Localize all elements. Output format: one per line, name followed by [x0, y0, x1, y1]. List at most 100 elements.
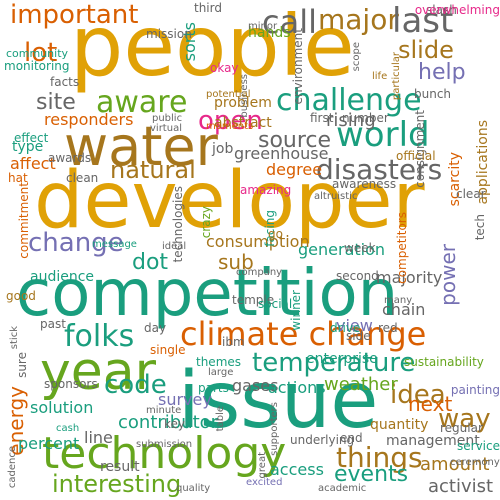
word-majority: majority	[376, 268, 443, 287]
word-good: good	[6, 289, 36, 303]
word-greenhouse: greenhouse	[234, 144, 329, 163]
word-important: important	[10, 0, 139, 30]
word-effect: effect	[14, 131, 49, 145]
word-change: change	[28, 228, 124, 258]
word-competitors: competitors	[395, 212, 409, 284]
word-mission: mission	[146, 27, 192, 41]
word-dot: dot	[132, 250, 169, 275]
word-end: end	[340, 431, 363, 445]
word-folks: folks	[64, 319, 135, 354]
word-crazy: crazy	[199, 206, 213, 239]
word-quality: quality	[176, 483, 211, 494]
word-world: world	[336, 115, 430, 155]
word-management: management	[386, 433, 480, 449]
word-great: great	[257, 452, 268, 479]
word-last: last	[392, 1, 454, 41]
word-access: access	[270, 460, 324, 479]
word-aware: aware	[96, 85, 188, 120]
word-temple: temple	[232, 293, 275, 307]
word-week: week	[344, 241, 376, 255]
word-okay: okay	[210, 61, 239, 75]
word-disasters: disasters	[316, 153, 443, 186]
word-altruistic: altruistic	[314, 191, 358, 202]
word-service: service	[457, 439, 500, 453]
word-scope: scope	[351, 42, 362, 72]
word-survey: survey	[158, 390, 212, 409]
word-abstract: abstract	[214, 115, 272, 131]
word-sub: sub	[218, 250, 254, 274]
word-key: key	[164, 417, 186, 431]
word-message: message	[92, 239, 137, 250]
word-submission: submission	[136, 439, 193, 450]
word-water: water	[64, 115, 218, 178]
word-help: help	[418, 60, 466, 85]
word-painting: painting	[450, 383, 500, 397]
word-view: view	[336, 316, 373, 335]
word-solution: solution	[30, 398, 94, 417]
word-percent: percent	[18, 434, 80, 453]
word-affect: affect	[10, 154, 56, 173]
word-code: code	[104, 370, 167, 400]
word-first: first	[310, 111, 334, 125]
word-company: company	[236, 267, 283, 278]
word-monitoring: monitoring	[4, 59, 70, 73]
word-call: call	[262, 3, 317, 41]
word-way: way	[438, 404, 491, 434]
word-regular: regular	[440, 421, 483, 435]
word-sure: sure	[15, 352, 29, 378]
word-tech: tech	[473, 214, 487, 241]
word-natural: natural	[110, 156, 196, 184]
word-past: past	[40, 317, 66, 331]
word-second: second	[336, 269, 379, 283]
word-cadence: cadence	[7, 446, 18, 489]
word-quantity: quantity	[370, 417, 429, 433]
word-year: year	[40, 342, 157, 402]
word-minor: minor	[248, 21, 278, 32]
word-bunch: bunch	[414, 87, 452, 101]
word-drive: drive	[330, 321, 361, 335]
word-temperature: temperature	[252, 348, 416, 378]
word-people: people	[70, 0, 355, 95]
word-problem: problem	[214, 95, 272, 111]
word-major: major	[318, 3, 399, 36]
word-chain: chain	[382, 300, 426, 319]
word-minute: minute	[146, 405, 182, 416]
word-next: next	[408, 392, 453, 416]
word-site: site	[36, 90, 76, 115]
word-go: go	[268, 227, 283, 241]
word-large: large	[208, 367, 234, 378]
word-competition: competition	[16, 257, 399, 331]
word-day: day	[144, 321, 167, 335]
word-table: table	[215, 406, 226, 432]
word-idea: idea	[390, 380, 446, 410]
word-social: social	[258, 297, 293, 311]
word-responders: responders	[44, 110, 134, 129]
word-commitment: commitment	[17, 182, 31, 259]
word-result: result	[100, 459, 140, 475]
word-gases: gases	[232, 376, 279, 395]
word-life: life	[372, 71, 388, 82]
word-weather: weather	[324, 374, 398, 395]
word-virtual: virtual	[150, 123, 182, 134]
word-red: red	[378, 321, 398, 335]
word-rising: rising	[326, 110, 376, 131]
word-awards: awards	[48, 151, 92, 165]
word-degree: degree	[266, 160, 323, 179]
word-lot: lot	[24, 38, 58, 68]
word-community: community	[6, 47, 69, 60]
word-audience: audience	[30, 269, 95, 285]
word-slash: slash	[426, 3, 457, 17]
word-parts: parts	[198, 381, 229, 395]
word-amount: amount	[420, 454, 490, 475]
word-line: line	[84, 428, 113, 447]
word-actions: actions	[268, 378, 326, 397]
word-events: events	[334, 462, 409, 487]
word-consumption: consumption	[206, 232, 310, 251]
word-type: type	[12, 139, 44, 155]
word-underlying: underlying	[290, 433, 355, 447]
word-potential: potential	[206, 89, 251, 100]
word-sponsors: sponsors	[44, 377, 98, 391]
word-official: official	[396, 149, 436, 163]
word-hat: hat	[8, 171, 28, 185]
